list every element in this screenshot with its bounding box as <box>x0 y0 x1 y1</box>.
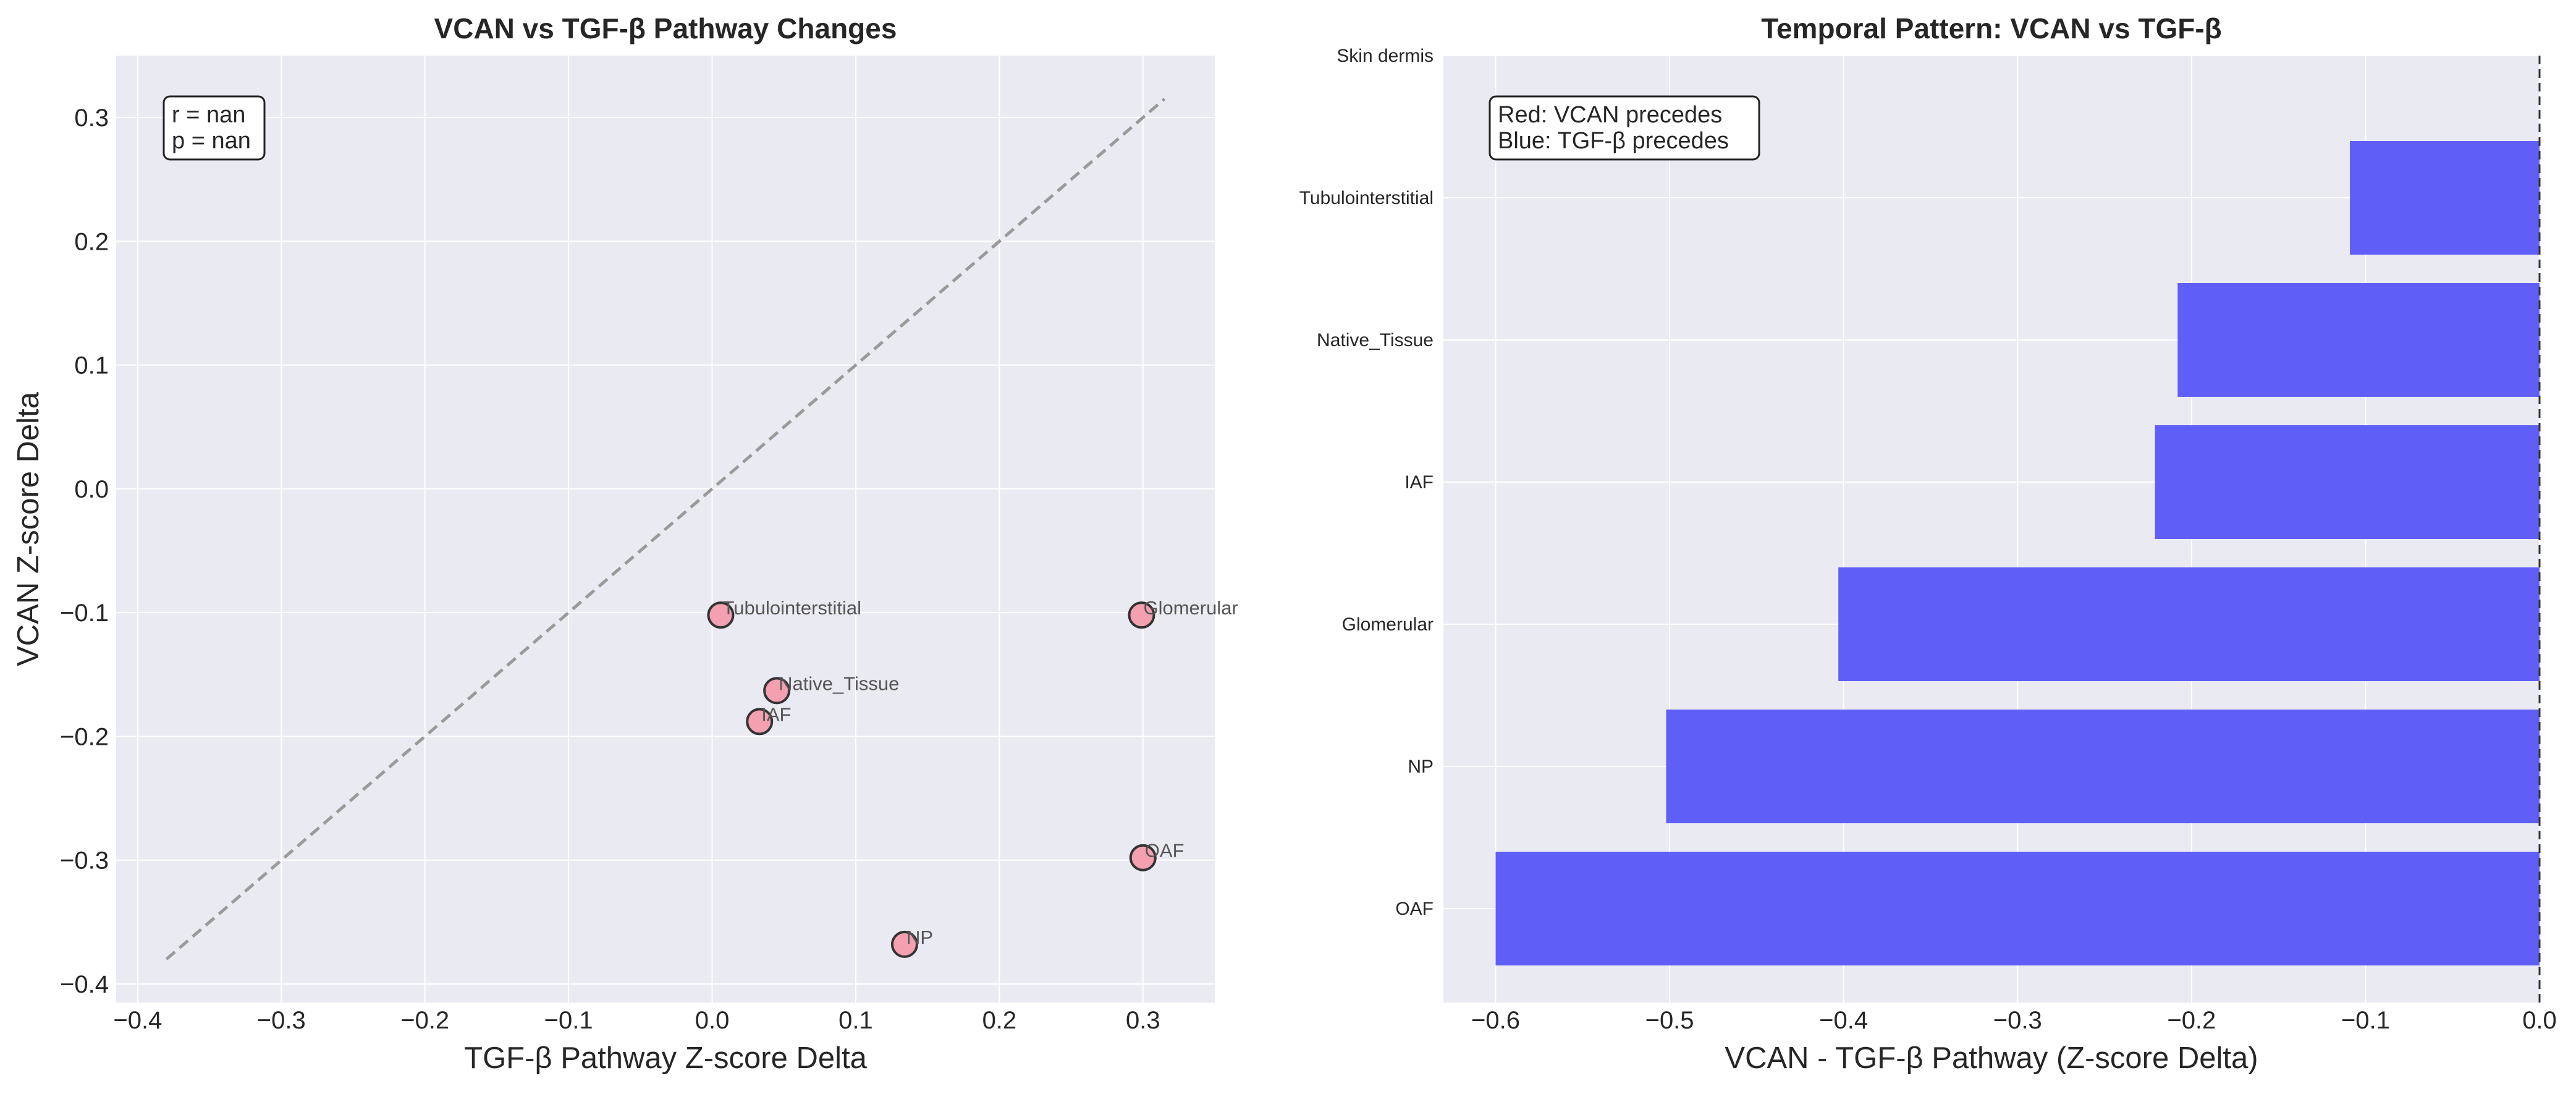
scatter-x-tick-label: 0.2 <box>982 1007 1017 1034</box>
bar-category-ticks: OAF NP Glomerular IAF Native_Tissue Tubuloint… <box>1299 46 1434 919</box>
scatter-y-tick-label: −0.1 <box>60 600 109 627</box>
stats-p-text: p = nan <box>172 128 251 154</box>
scatter-x-tick-label: 0.3 <box>1126 1007 1160 1034</box>
bar-category-label: Skin dermis <box>1337 46 1434 66</box>
bar <box>2155 425 2540 539</box>
scatter-x-tick-label: −0.1 <box>544 1007 593 1034</box>
scatter-point <box>1129 844 1157 871</box>
stats-r-text: r = nan <box>172 102 245 128</box>
bar-x-tick-label: −0.2 <box>2167 1007 2216 1034</box>
scatter-point <box>1128 601 1155 629</box>
scatter-y-tick-label: −0.2 <box>60 723 109 750</box>
bar <box>2350 141 2540 255</box>
scatter-y-tick-label: −0.3 <box>60 847 109 875</box>
scatter-y-tick-label: 0.2 <box>74 228 109 255</box>
scatter-point-label: Tubulointerstitial <box>722 597 861 619</box>
scatter-y-axis-label: VCAN Z-score Delta <box>12 391 45 666</box>
scatter-y-tick-label: −0.4 <box>60 971 109 998</box>
scatter-x-ticks: −0.4 −0.3 −0.2 −0.1 0.0 0.1 0.2 0.3 <box>113 1007 1160 1034</box>
bar-x-tick-label: −0.1 <box>2341 1007 2390 1034</box>
bar <box>1838 567 2540 681</box>
bar <box>1495 852 2540 965</box>
scatter-y-tick-label: 0.1 <box>74 352 109 380</box>
scatter-x-tick-label: 0.1 <box>838 1007 873 1034</box>
scatter-y-tick-label: 0.3 <box>74 104 109 132</box>
bars <box>1495 141 2540 965</box>
bar-category-label: OAF <box>1395 899 1434 919</box>
bar-x-tick-label: −0.3 <box>1993 1007 2042 1034</box>
scatter-reference-line <box>165 98 1166 960</box>
scatter-point <box>707 601 735 629</box>
bar-category-label: NP <box>1408 757 1434 777</box>
bar-category-label: Native_Tissue <box>1317 330 1434 350</box>
bar <box>1666 710 2540 823</box>
scatter-point-label: NP <box>906 927 933 948</box>
scatter-x-axis-label: TGF-β Pathway Z-score Delta <box>464 1041 867 1075</box>
legend-red-text: Red: VCAN precedes <box>1498 102 1722 128</box>
bar-category-label: Tubulointerstitial <box>1299 188 1434 208</box>
scatter-points: Tubulointerstitial Glomerular Native_Tissu… <box>707 597 1238 958</box>
bar-x-tick-label: −0.6 <box>1471 1007 1520 1034</box>
scatter-x-tick-label: −0.4 <box>113 1007 162 1034</box>
scatter-point-label: IAF <box>761 703 791 725</box>
scatter-gridlines <box>116 56 1215 1003</box>
scatter-point <box>746 708 774 736</box>
scatter-point-label: Glomerular <box>1143 597 1238 619</box>
scatter-x-tick-label: −0.3 <box>257 1007 306 1034</box>
bar <box>2177 283 2540 397</box>
scatter-point-label: OAF <box>1145 840 1185 862</box>
bar-panel: −0.6 −0.5 −0.4 −0.3 −0.2 −0.1 0.0 OAF NP Glomeru… <box>1299 12 2557 1075</box>
scatter-panel: Tubulointerstitial Glomerular Native_Tissu… <box>12 12 1238 1075</box>
bar-x-tick-label: −0.4 <box>1819 1007 1868 1034</box>
legend-blue-text: Blue: TGF-β precedes <box>1498 128 1729 154</box>
scatter-point <box>890 930 918 958</box>
bar-category-label: IAF <box>1404 472 1434 493</box>
scatter-point <box>763 677 791 705</box>
scatter-x-tick-label: 0.0 <box>695 1007 730 1034</box>
stats-box: r = nan p = nan <box>163 95 266 161</box>
scatter-y-ticks: −0.4 −0.3 −0.2 −0.1 0.0 0.1 0.2 0.3 <box>60 104 109 998</box>
bar-x-axis-label: VCAN - TGF-β Pathway (Z-score Delta) <box>1725 1041 2258 1075</box>
scatter-x-tick-label: −0.2 <box>400 1007 449 1034</box>
scatter-y-tick-label: 0.0 <box>74 476 109 503</box>
bar-x-ticks: −0.6 −0.5 −0.4 −0.3 −0.2 −0.1 0.0 <box>1471 1007 2557 1034</box>
bar-title: Temporal Pattern: VCAN vs TGF-β <box>1761 12 2221 45</box>
scatter-title: VCAN vs TGF-β Pathway Changes <box>434 12 897 45</box>
legend-box: Red: VCAN precedes Blue: TGF-β precedes <box>1489 95 1760 161</box>
bar-x-tick-label: −0.5 <box>1645 1007 1694 1034</box>
bar-category-label: Glomerular <box>1342 614 1434 635</box>
scatter-point-label: Native_Tissue <box>779 672 899 694</box>
bar-x-tick-label: 0.0 <box>2522 1007 2557 1034</box>
